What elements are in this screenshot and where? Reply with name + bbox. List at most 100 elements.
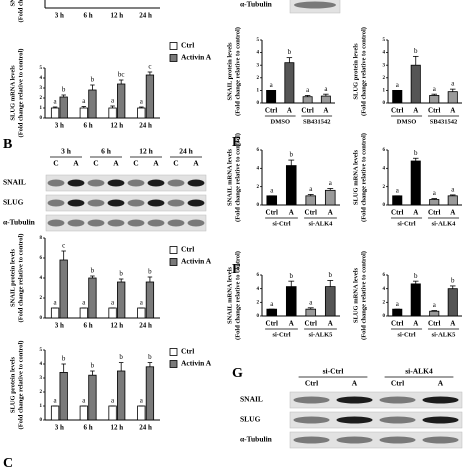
- y-tick-label: 4: [40, 362, 43, 367]
- bar: [285, 286, 297, 317]
- significance-letter: b: [329, 271, 333, 279]
- blot-band: [127, 199, 145, 207]
- y-tick-label: 2: [40, 96, 43, 101]
- lane-label: Ctrl: [391, 379, 404, 388]
- bar: [266, 195, 278, 206]
- lane-label: A: [153, 159, 159, 168]
- legend-swatch: [169, 54, 178, 62]
- significance-letter: a: [396, 186, 400, 194]
- legend-swatch: [169, 360, 178, 368]
- y-axis-label: (Fold change relative to control): [360, 133, 367, 222]
- blot-band: [336, 416, 373, 424]
- y-tick-label: 0: [257, 314, 260, 319]
- blot-band: [167, 219, 185, 227]
- y-tick-label: 0: [257, 203, 260, 208]
- blot-band: [147, 199, 165, 207]
- significance-letter: b: [119, 270, 123, 278]
- bar: [410, 64, 421, 104]
- significance-letter: b: [148, 353, 152, 361]
- significance-letter: b: [91, 362, 95, 370]
- blot-band: [293, 416, 330, 424]
- legend-label: Activin A: [181, 359, 212, 368]
- group-label: si-ALK4: [309, 220, 334, 227]
- significance-letter: a: [111, 397, 115, 405]
- group-label: si-ALK4: [432, 220, 457, 227]
- x-tick-label: 12 h: [111, 424, 124, 432]
- x-tick-label: 3 h: [55, 12, 64, 20]
- blot-band: [67, 219, 85, 227]
- significance-letter: a: [451, 186, 455, 194]
- significance-letter: a: [54, 98, 58, 106]
- significance-letter: a: [433, 301, 437, 309]
- significance-letter: c: [62, 242, 65, 250]
- lane-group-label: 12 h: [139, 147, 153, 156]
- bar: [59, 96, 68, 119]
- blot-band: [107, 219, 125, 227]
- y-axis-label: SLUG mRNA levels: [352, 149, 359, 205]
- significance-letter: a: [306, 86, 310, 94]
- significance-letter: b: [414, 272, 418, 280]
- legend-swatch: [169, 246, 178, 254]
- panel-label: C: [3, 456, 13, 471]
- y-tick-label: 2: [257, 300, 260, 305]
- bar: [447, 195, 458, 206]
- significance-letter: b: [290, 272, 294, 280]
- x-tick-label: A: [413, 209, 418, 217]
- y-tick-label: 0: [383, 203, 386, 208]
- y-tick-label: 6: [257, 148, 260, 153]
- legend-label: Activin A: [181, 53, 212, 62]
- x-tick-label: A: [323, 107, 328, 115]
- x-tick-label: 6 h: [84, 12, 93, 20]
- y-axis-label: SLUG mRNA levels: [9, 65, 16, 121]
- y-axis-label: (Fold change relative to control): [17, 234, 24, 323]
- significance-letter: bc: [118, 71, 125, 79]
- blot-band: [147, 219, 165, 227]
- significance-letter: a: [451, 80, 455, 88]
- y-axis-label: (Fold change relative to control): [234, 251, 241, 340]
- y-axis-label: SNAIL mRNA levels: [226, 149, 233, 207]
- lane-label: A: [438, 379, 444, 388]
- blot-band: [336, 396, 373, 404]
- blot-band: [87, 179, 105, 187]
- y-tick-label: 3: [40, 86, 43, 91]
- x-tick-label: Ctrl: [428, 320, 440, 328]
- bar: [392, 195, 403, 206]
- x-tick-label: 3 h: [55, 424, 64, 432]
- blot-band: [67, 179, 85, 187]
- lane-label: C: [53, 159, 58, 168]
- y-axis-label: SLUG protein levels: [352, 43, 359, 100]
- blot-band: [293, 396, 330, 404]
- bar: [50, 307, 60, 319]
- bar: [266, 308, 278, 317]
- y-tick-label: 1: [40, 106, 43, 111]
- bar: [410, 160, 421, 206]
- x-tick-label: Ctrl: [428, 107, 440, 115]
- y-axis-label: (Fold change relative to control): [17, 341, 24, 430]
- x-tick-label: A: [413, 107, 418, 115]
- x-tick-label: Ctrl: [305, 320, 317, 328]
- x-tick-label: 12 h: [111, 12, 124, 20]
- blot-row-label: SLUG: [3, 198, 24, 207]
- bar: [117, 281, 126, 319]
- bar: [410, 283, 421, 317]
- legend-label: Ctrl: [181, 41, 194, 50]
- x-tick-label: 3 h: [55, 322, 64, 330]
- bar: [429, 199, 440, 206]
- blot-band: [67, 199, 85, 207]
- bar: [266, 90, 277, 104]
- bar: [447, 91, 458, 104]
- x-tick-label: 24 h: [139, 424, 152, 432]
- blot-background: [289, 391, 463, 409]
- blot-band: [167, 179, 185, 187]
- blot-row-label: SNAIL: [240, 395, 263, 404]
- x-tick-label: Ctrl: [305, 209, 317, 217]
- y-tick-label: 3: [257, 63, 260, 68]
- y-tick-label: 6: [40, 256, 43, 261]
- legend-swatch: [169, 42, 178, 50]
- blot-band: [422, 396, 459, 404]
- significance-letter: a: [111, 299, 115, 307]
- y-axis-label: (Fold change relative to control): [360, 251, 367, 340]
- significance-letter: b: [62, 86, 66, 94]
- blot-background: [45, 214, 207, 232]
- blot-band: [294, 1, 336, 9]
